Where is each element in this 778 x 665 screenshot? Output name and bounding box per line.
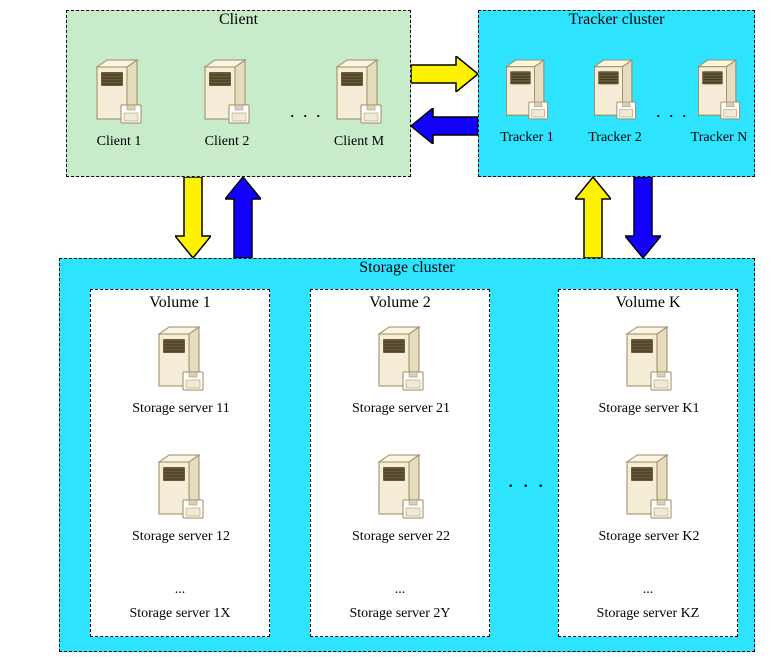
server-icon (151, 450, 211, 522)
tracker-label: Tracker N (681, 130, 757, 146)
storage-last-label: Storage server KZ (559, 606, 737, 622)
storage-last-label: Storage server 2Y (311, 606, 489, 622)
volume-title: Volume 1 (91, 294, 269, 312)
volume-box: Volume K Storage server K1 Storage serve… (558, 289, 738, 637)
arrow-blue (411, 108, 478, 144)
server-icon (89, 55, 149, 127)
volume-title: Volume 2 (311, 294, 489, 312)
storage-server: Storage server 22 (341, 450, 461, 545)
server-icon (371, 450, 431, 522)
tracker-cluster-box: Tracker cluster Tracker 1 Tracker 2 (478, 10, 755, 177)
client-server: Client M (319, 55, 399, 150)
tracker-title: Tracker cluster (479, 11, 754, 29)
client-label: Client 1 (79, 134, 159, 150)
arrow-yellow (575, 177, 611, 258)
ellipsis: ... (311, 582, 489, 598)
arrow-blue (225, 177, 261, 258)
server-icon (587, 55, 643, 123)
storage-server: Storage server K2 (589, 450, 709, 545)
arrow-yellow (411, 56, 478, 92)
server-icon (691, 55, 747, 123)
server-icon (197, 55, 257, 127)
tracker-server: Tracker 2 (577, 55, 653, 146)
storage-last-label: Storage server 1X (91, 606, 269, 622)
ellipsis: . . . (290, 101, 323, 122)
storage-label: Storage server 12 (121, 529, 241, 545)
storage-label: Storage server 11 (121, 401, 241, 417)
storage-server: Storage server 12 (121, 450, 241, 545)
client-label: Client 2 (187, 134, 267, 150)
storage-label: Storage server K1 (589, 401, 709, 417)
storage-label: Storage server 22 (341, 529, 461, 545)
storage-title: Storage cluster (60, 259, 754, 277)
storage-label: Storage server K2 (589, 529, 709, 545)
storage-server: Storage server K1 (589, 322, 709, 417)
storage-label: Storage server 21 (341, 401, 461, 417)
ellipsis: ... (559, 582, 737, 598)
server-icon (499, 55, 555, 123)
storage-server: Storage server 21 (341, 322, 461, 417)
ellipsis: . . . (508, 467, 546, 493)
volume-title: Volume K (559, 294, 737, 312)
ellipsis: ... (91, 582, 269, 598)
arrow-blue (625, 177, 661, 258)
tracker-server: Tracker N (681, 55, 757, 146)
client-server: Client 2 (187, 55, 267, 150)
server-icon (329, 55, 389, 127)
tracker-label: Tracker 1 (489, 130, 565, 146)
server-icon (619, 450, 679, 522)
storage-server: Storage server 11 (121, 322, 241, 417)
storage-cluster-box: Storage cluster Volume 1 Storage server … (59, 258, 755, 652)
client-server: Client 1 (79, 55, 159, 150)
client-title: Client (67, 11, 410, 29)
volume-box: Volume 1 Storage server 11 Storage serve… (90, 289, 270, 637)
tracker-server: Tracker 1 (489, 55, 565, 146)
volume-box: Volume 2 Storage server 21 Storage serve… (310, 289, 490, 637)
client-cluster-box: Client Client 1 Client 2 (66, 10, 411, 177)
server-icon (619, 322, 679, 394)
ellipsis: . . . (656, 101, 689, 122)
tracker-label: Tracker 2 (577, 130, 653, 146)
arrow-yellow (175, 177, 211, 258)
server-icon (371, 322, 431, 394)
server-icon (151, 322, 211, 394)
client-label: Client M (319, 134, 399, 150)
